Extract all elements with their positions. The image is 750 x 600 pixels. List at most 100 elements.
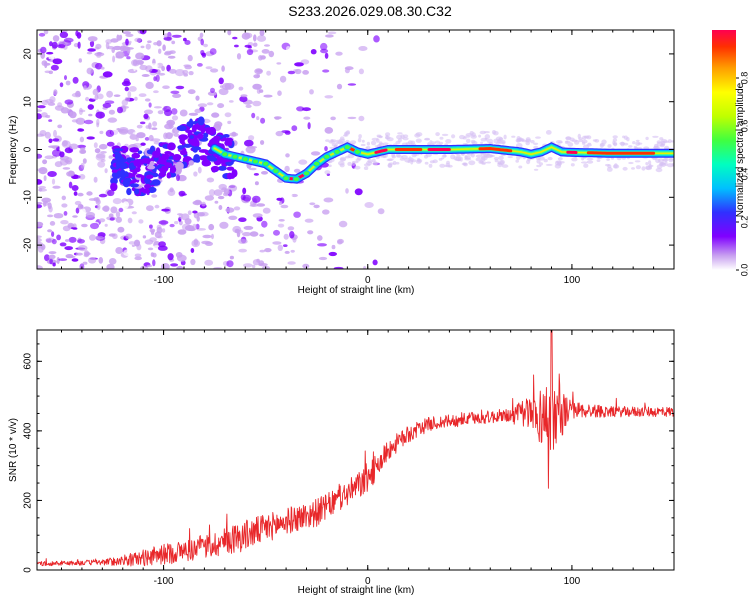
spectrogram-halo-blob: [656, 141, 664, 147]
spectrogram-noise-blob: [38, 32, 46, 37]
spectrogram-noise-blob: [337, 238, 344, 244]
spectrogram-noise-blob: [183, 64, 191, 67]
spectrogram-halo-blob: [570, 163, 575, 167]
spectrogram-noise-blob: [188, 71, 194, 76]
spectrogram-noise-blob: [238, 86, 244, 91]
spectrogram-halo-blob: [545, 163, 553, 166]
spectrogram-halo-blob: [355, 158, 361, 162]
y-tick-label: 0: [23, 567, 34, 573]
spectrogram-noise-blob: [37, 235, 42, 238]
spectrogram-halo-blob: [619, 141, 626, 146]
ridge-node: [333, 148, 341, 155]
spectrogram-noise-blob: [37, 209, 45, 216]
spectrogram-noise-blob: [79, 68, 84, 74]
spectrogram-noise-blob: [181, 213, 190, 221]
spectrogram-noise-blob: [102, 103, 112, 108]
spectrogram-noise-blob: [167, 253, 174, 261]
spectrogram-turbulent-blob: [142, 188, 150, 194]
spectrogram-noise-blob: [318, 256, 328, 261]
spectrogram-turbulent-blob: [172, 154, 182, 161]
spectrogram-noise-blob: [153, 141, 161, 145]
spectrogram-noise-blob: [192, 223, 197, 231]
spectrogram-turbulent-blob: [176, 125, 187, 132]
spectrogram-noise-blob: [303, 116, 311, 120]
spectrogram-noise-blob: [38, 126, 44, 132]
figure-title: S233.2026.029.08.30.C32: [288, 3, 452, 19]
spectrogram-noise-blob: [51, 231, 55, 237]
spectrogram-noise-blob: [225, 207, 235, 213]
spectrogram-halo-blob: [361, 139, 365, 143]
spectrogram-noise-blob: [152, 121, 158, 127]
spectrogram-noise-blob: [102, 79, 108, 83]
spectrogram-noise-blob: [148, 102, 152, 108]
spectrogram-noise-blob: [347, 83, 357, 86]
spectrogram-halo-blob: [483, 131, 490, 134]
spectrogram-halo-blob: [424, 161, 429, 165]
spectrogram-noise-blob: [85, 211, 96, 218]
spectrogram-halo-blob: [596, 159, 601, 163]
spectrogram-noise-blob: [122, 201, 129, 209]
spectrogram-noise-blob: [177, 229, 187, 235]
spectrogram-noise-blob: [154, 231, 162, 239]
spectrogram-noise-blob: [261, 171, 268, 175]
spectrogram-noise-blob: [227, 30, 232, 36]
spectrogram-noise-blob: [98, 218, 106, 223]
spectrogram-noise-blob: [238, 217, 247, 222]
spectrogram-halo-blob: [578, 137, 584, 141]
spectrogram-noise-blob: [127, 217, 133, 224]
snr-plot-area: [37, 330, 674, 570]
spectrogram-noise-blob: [106, 31, 109, 39]
spectrogram-noise-blob: [310, 49, 317, 55]
spectrogram-noise-blob: [109, 217, 115, 221]
spectrogram-noise-blob: [345, 188, 349, 194]
spectrogram-noise-blob: [197, 63, 203, 67]
spectrogram-noise-blob: [41, 197, 51, 203]
spectrogram-noise-blob: [210, 68, 219, 73]
spectrogram-turbulent-blob: [159, 172, 166, 176]
snr-y-axis-label: SNR (10 * v/v): [8, 418, 19, 482]
spectrogram-noise-blob: [89, 234, 96, 241]
spectrogram-halo-blob: [539, 162, 543, 166]
spectrogram-halo-blob: [340, 156, 347, 161]
spectrogram-noise-blob: [163, 33, 169, 38]
spectrogram-noise-blob: [284, 250, 290, 254]
spectrogram-noise-blob: [251, 195, 261, 203]
spectrogram-noise-blob: [46, 51, 54, 55]
spectrogram-noise-blob: [286, 46, 291, 52]
spectrogram-noise-blob: [106, 263, 115, 269]
spectrogram-noise-blob: [322, 209, 330, 215]
spectrogram-noise-blob: [277, 90, 282, 96]
spectrogram-noise-blob: [75, 252, 83, 256]
spectrogram-noise-blob: [157, 245, 168, 251]
spectrogram-noise-blob: [153, 106, 162, 109]
spectrogram-halo-blob: [343, 134, 349, 137]
spectrogram-noise-blob: [209, 48, 217, 55]
spectrogram-noise-blob: [37, 202, 43, 205]
spectrogram-noise-blob: [256, 116, 260, 121]
spectrogram-noise-blob: [148, 134, 154, 142]
spectrogram-halo-blob: [645, 165, 651, 170]
spectrogram-noise-blob: [86, 136, 95, 140]
spectrogram-noise-blob: [293, 168, 301, 173]
spectrogram-turbulent-blob: [113, 148, 124, 152]
spectrogram-halo-blob: [656, 164, 663, 169]
spectrogram-halo-blob: [386, 137, 394, 142]
spectrogram-turbulent-blob: [201, 159, 211, 167]
spectrogram-noise-blob: [128, 86, 137, 92]
spectrogram-turbulent-blob: [110, 177, 118, 185]
spectrogram-noise-blob: [61, 203, 68, 208]
spectrogram-halo-blob: [607, 164, 612, 169]
spectrogram-noise-blob: [110, 38, 119, 43]
spectrogram-halo-blob: [652, 135, 659, 138]
spectrogram-noise-blob: [111, 47, 115, 53]
spectrogram-noise-blob: [256, 258, 260, 263]
spectrogram-noise-blob: [97, 176, 108, 184]
spectrogram-turbulent-blob: [217, 165, 227, 171]
spectrogram-noise-blob: [143, 109, 154, 115]
spectrogram-noise-blob: [243, 225, 254, 230]
spectrogram-noise-blob: [67, 108, 73, 115]
spectrogram-halo-blob: [622, 166, 628, 171]
spectrogram-halo-blob: [434, 140, 441, 144]
spectrogram-halo-blob: [325, 139, 330, 142]
ridge-hot-segment: [478, 146, 513, 153]
